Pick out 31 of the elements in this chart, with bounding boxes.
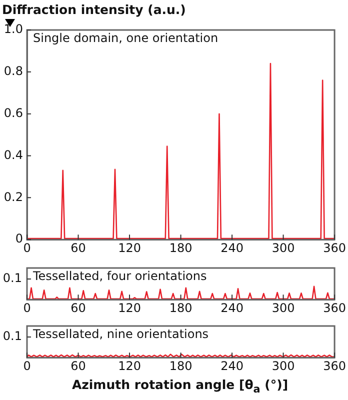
x-tick-label: 240 — [220, 358, 244, 373]
x-tick-label: 240 — [220, 300, 244, 315]
y-tick-label: 0 — [15, 232, 23, 246]
x-tick-label: 300 — [272, 358, 295, 373]
x-tick-label: 180 — [169, 358, 192, 373]
x-tick-label: 60 — [70, 240, 86, 255]
y-axis-title: Diffraction intensity (a.u.) — [2, 2, 186, 17]
x-tick-label: 180 — [169, 240, 192, 255]
x-tick-label: 360 — [323, 358, 346, 373]
y-tick-label: 0.2 — [4, 190, 23, 204]
chart-title: Single domain, one orientation — [33, 31, 218, 46]
text: 0.1 — [2, 329, 22, 344]
y-tick-label: 0.8 — [4, 64, 23, 78]
y-tick-label: 0.6 — [4, 106, 23, 120]
x-tick-label: 120 — [118, 358, 141, 373]
x-axis-title: Azimuth rotation angle [θ$_{a}$ (°)] — [70, 377, 290, 396]
x-tick-label: 180 — [169, 300, 192, 315]
text: 0.1 — [2, 271, 22, 286]
x-tick-label: 240 — [220, 240, 244, 255]
chart-title: Tessellated, four orientations — [32, 269, 207, 284]
x-tick-label: 60 — [70, 300, 86, 315]
x-tick-label: 300 — [272, 300, 295, 315]
y-tick-label: 1.0 — [4, 22, 23, 36]
x-tick-label: 360 — [323, 240, 346, 255]
y-tick-label: 0.4 — [4, 148, 23, 162]
x-tick-label: 120 — [118, 240, 141, 255]
chart-title: Tessellated, nine orientations — [32, 327, 209, 342]
x-tick-label: 120 — [118, 300, 141, 315]
x-tick-label: 360 — [323, 300, 346, 315]
x-tick-label: 60 — [70, 358, 86, 373]
x-tick-label: 300 — [272, 240, 295, 255]
